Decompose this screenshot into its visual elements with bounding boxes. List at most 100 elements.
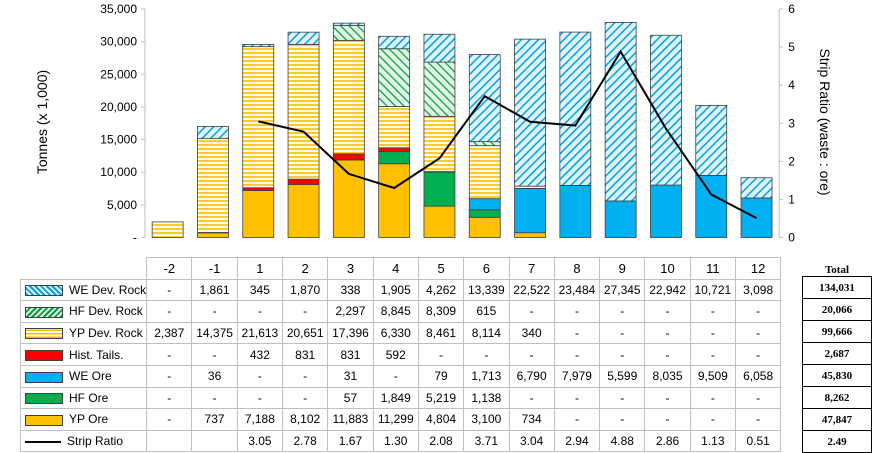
table-cell: - xyxy=(508,343,555,366)
category-label: 1 xyxy=(236,257,284,280)
bar-segment-we-dev-rock xyxy=(514,38,546,187)
bar-segment-hist-tails xyxy=(242,187,275,191)
table-cell: - xyxy=(191,300,238,323)
table-cell: - xyxy=(599,343,646,366)
table-cell: 831 xyxy=(282,343,329,366)
table-cell: 0.51 xyxy=(734,429,782,453)
series-name: YP Ore xyxy=(69,412,109,427)
series-name: WE Dev. Rock xyxy=(69,282,147,297)
table-cell: 1.13 xyxy=(689,429,736,453)
table-row: Hist. Tails. - -432 831 831 592- - - - - - - - xyxy=(19,343,782,366)
legend-key xyxy=(25,440,61,443)
table-cell: - xyxy=(689,408,736,431)
table-cell: 4,262 xyxy=(417,278,465,302)
table-cell: 5,599 xyxy=(599,364,646,388)
bar-segment-hf-dev-rock xyxy=(423,61,456,117)
y2-tick-label: 2 xyxy=(788,154,795,168)
y-tick-label: 30,000 xyxy=(100,35,137,49)
table-row: WE Dev. Rock -1,861 345 1,870 338 1,905 4,262 1… xyxy=(19,278,782,302)
table-cell: - xyxy=(734,343,782,366)
table-cell: - xyxy=(146,300,193,323)
y2-tick-label: 3 xyxy=(788,116,795,130)
bar-segment-we-dev-rock xyxy=(378,35,411,50)
bar-segment-yp-ore xyxy=(423,205,456,238)
bar-segment-we-ore xyxy=(559,185,592,238)
series-legend: YP Dev. Rock xyxy=(19,321,148,345)
total-cell: 47,847 xyxy=(802,408,872,431)
table-cell: 345 xyxy=(236,278,284,302)
series-legend: Hist. Tails. xyxy=(19,343,148,366)
table-cell: 13,339 xyxy=(463,278,510,302)
category-label: -1 xyxy=(191,257,238,280)
legend-key xyxy=(25,350,63,361)
strip-ratio-line xyxy=(258,49,758,219)
table-cell: 57 xyxy=(327,386,374,410)
category-label: 2 xyxy=(282,257,329,280)
table-cell: 7,188 xyxy=(236,408,284,431)
y2-tick-label: 0 xyxy=(788,231,795,245)
bar-segment-we-dev-rock xyxy=(242,43,275,48)
y-tick-label: 15,000 xyxy=(100,133,137,147)
bar-segment-hist-tails xyxy=(378,147,411,153)
table-cell: - xyxy=(282,364,329,388)
bar-segment-yp-ore xyxy=(468,216,501,238)
table-cell: - xyxy=(553,300,601,323)
table-cell: - xyxy=(644,343,691,366)
table-cell: 831 xyxy=(327,343,374,366)
legend-key xyxy=(25,414,63,426)
table-cell: 6,330 xyxy=(372,321,419,345)
legend-key xyxy=(25,393,63,405)
table-cell: - xyxy=(599,321,646,345)
table-cell: - xyxy=(689,321,736,345)
totals-header: Total xyxy=(824,263,850,276)
series-name: WE Ore xyxy=(69,369,112,384)
table-cell: 14,375 xyxy=(191,321,238,345)
table-cell: 8,114 xyxy=(463,321,510,345)
table-cell: 2,297 xyxy=(327,300,374,323)
bar-segment-we-dev-rock xyxy=(604,22,637,202)
bar-segment-hf-ore xyxy=(423,171,456,207)
table-cell: - xyxy=(146,364,193,388)
table-cell: 27,345 xyxy=(599,278,646,302)
bar-segment-hf-dev-rock xyxy=(468,141,501,147)
table-cell: - xyxy=(553,408,601,431)
table-cell: 8,309 xyxy=(417,300,465,323)
table-cell: 1.30 xyxy=(372,429,419,453)
table-row: YP Ore -737 7,188 8,102 11,883 11,299 4,804 3,1… xyxy=(19,408,782,431)
table-cell: 737 xyxy=(191,408,238,431)
legend-key xyxy=(25,371,63,383)
y2-tick-label: 5 xyxy=(788,40,795,54)
total-cell: 99,666 xyxy=(802,320,872,343)
bar-segment-yp-ore xyxy=(514,232,546,238)
category-label: 7 xyxy=(508,257,555,280)
bar-segment-hf-ore xyxy=(378,151,411,165)
bar-segment-yp-ore xyxy=(378,163,411,238)
table-cell: - xyxy=(146,343,193,366)
table-cell: - xyxy=(553,343,601,366)
table-cell: - xyxy=(734,386,782,410)
table-cell: 592 xyxy=(372,343,419,366)
table-cell: - xyxy=(644,408,691,431)
table-cell: - xyxy=(191,386,238,410)
bar-segment-yp-ore xyxy=(332,159,365,238)
table-cell: 1,861 xyxy=(191,278,238,302)
table-cell: 1,870 xyxy=(282,278,329,302)
table-cell: 3.04 xyxy=(508,429,555,453)
table-cell: 22,522 xyxy=(508,278,555,302)
table-cell: 1.67 xyxy=(327,429,374,453)
total-cell: 2.49 xyxy=(802,430,872,453)
table-cell: 432 xyxy=(236,343,284,366)
y-axis-label: Tonnes (x 1,000) xyxy=(34,70,50,174)
bar-segment-yp-ore xyxy=(287,184,320,238)
y-tick-label: 5,000 xyxy=(107,198,137,212)
y-tick-label: 10,000 xyxy=(100,165,137,179)
bar-segment-we-dev-rock xyxy=(740,177,773,199)
y-tick-label: - xyxy=(133,231,137,245)
table-cell: 4.88 xyxy=(599,429,646,453)
series-legend: HF Dev. Rock xyxy=(19,300,148,323)
table-header-row: -2 -1 1 2 3 4 5 6 7 8 9 10 11 12 xyxy=(21,257,782,280)
table-cell: 1,905 xyxy=(372,278,419,302)
table-cell: - xyxy=(146,278,193,302)
table-cell: 6,790 xyxy=(508,364,555,388)
category-label: 10 xyxy=(644,257,691,280)
